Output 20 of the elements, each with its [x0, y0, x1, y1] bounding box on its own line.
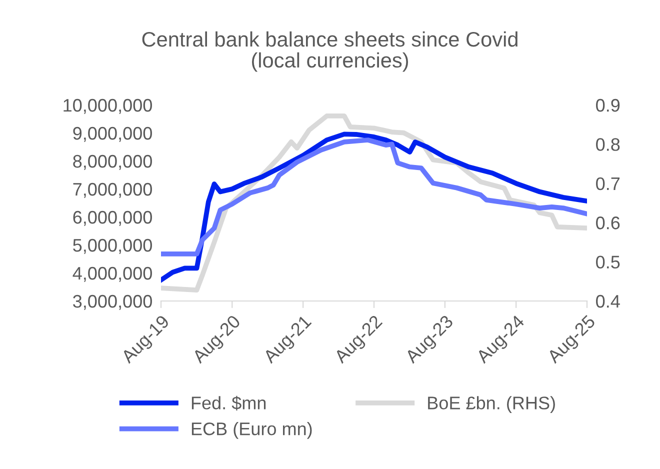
y-tick-label: 3,000,000: [73, 294, 152, 310]
y-tick-label: 8,000,000: [73, 154, 152, 170]
chart-title: Central bank balance sheets since Covid (local currencies): [142, 31, 518, 72]
y-tick-label: 9,000,000: [73, 126, 152, 142]
y-tick-label: 6,000,000: [73, 210, 152, 226]
y2-tick-label: 0.4: [596, 294, 620, 308]
legend-label: ECB (Euro mn): [192, 422, 312, 439]
y-tick-label: 4,000,000: [72, 266, 152, 282]
line-series: [161, 138, 587, 256]
y2-tick-label: 0.8: [596, 138, 620, 151]
y2-tick-label: 0.6: [596, 216, 620, 230]
y2-tick-label: 0.7: [596, 177, 620, 190]
y2-tick-label: 0.5: [596, 256, 620, 269]
y2-tick-label: 0.9: [596, 98, 620, 112]
y-tick-label: 10,000,000: [64, 98, 152, 114]
legend-label: BoE £bn. (RHS): [428, 396, 555, 413]
legend-label: Fed. $mn: [192, 396, 266, 410]
y-tick-label: 7,000,000: [73, 182, 152, 198]
line-series: [161, 132, 587, 282]
y-tick-label: 5,000,000: [73, 238, 152, 254]
